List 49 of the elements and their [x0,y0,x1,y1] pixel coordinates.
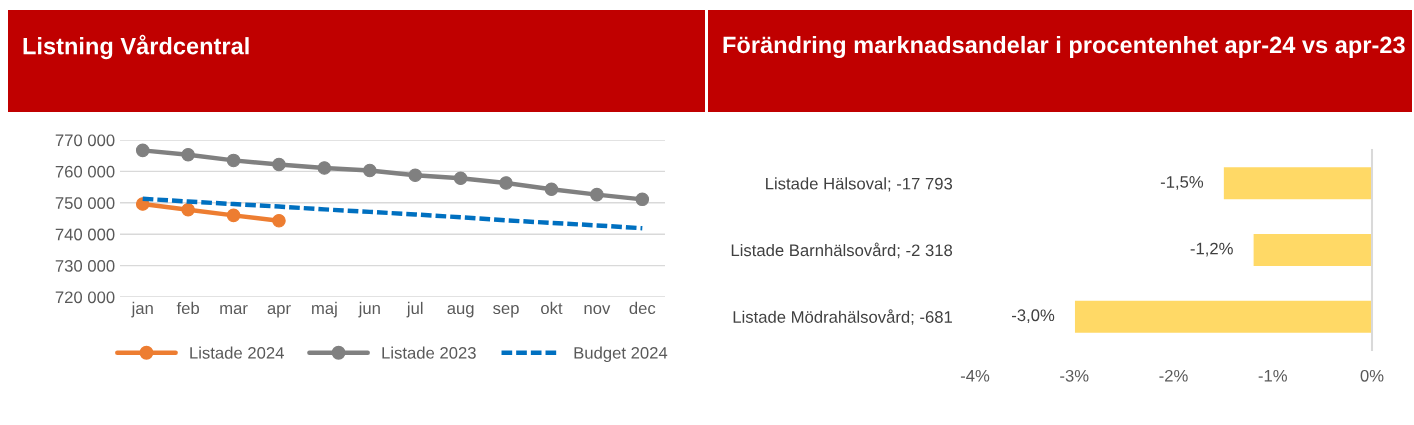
point [317,161,332,175]
legend-label: Listade 2024 [190,346,284,359]
point [135,143,150,158]
point [226,153,241,168]
x-tick-label: -3% [1060,369,1089,382]
x-tick-label: mar [220,304,248,315]
data-label: -3,0% [1012,309,1055,324]
y-tick-label: Listade Barnhälsovård; -2 318 [731,242,953,259]
x-tick-label: feb [176,301,200,315]
legend-label: Listade 2023 [382,346,476,359]
x-tick-label: 0% [1360,369,1384,382]
point [272,213,286,228]
point [590,187,604,202]
x-tick-label: jun [358,301,380,318]
x-tick-label: okt [541,301,563,315]
legend-label: Budget 2024 [574,346,668,363]
x-tick-label: -2% [1159,369,1188,382]
y-tick-label: 720 000 [55,291,115,304]
point [544,182,559,197]
point [453,171,468,186]
y-tick-label: 740 000 [55,228,115,241]
data-label: -1,5% [1160,176,1204,190]
point [635,192,650,207]
chart-title: Förändring marknadsandelar i procentenhet apr-24 vs apr-23 [723,35,1405,59]
x-tick-label: -4% [960,369,990,382]
point [363,163,377,178]
x-tick-label: maj [312,301,337,318]
y-tick-label: 770 000 [55,134,115,147]
x-tick-label: jan [131,301,153,318]
y-tick-label: Listade Mödrahälsovård; -681 [733,309,952,325]
y-tick-label: 760 000 [55,165,115,178]
data-label: -1,2% [1190,242,1233,257]
x-tick-label: dec [629,301,656,315]
y-tick-label: 750 000 [55,197,115,209]
x-tick-label: -1% [1258,369,1287,382]
x-tick-label: sep [493,304,519,318]
x-tick-label: aug [447,304,474,318]
chart-title: Listning Vårdcentral [23,34,249,60]
x-tick-label: jul [406,301,423,318]
point [181,202,195,217]
point [408,168,422,182]
y-tick-label: Listade Hälsoval; -17 793 [766,177,953,192]
point [499,176,513,190]
point [181,147,195,162]
x-tick-label: nov [584,304,611,315]
point [226,208,241,223]
y-tick-label: 730 000 [55,260,115,272]
point [272,157,286,172]
x-tick-label: apr [267,304,291,318]
